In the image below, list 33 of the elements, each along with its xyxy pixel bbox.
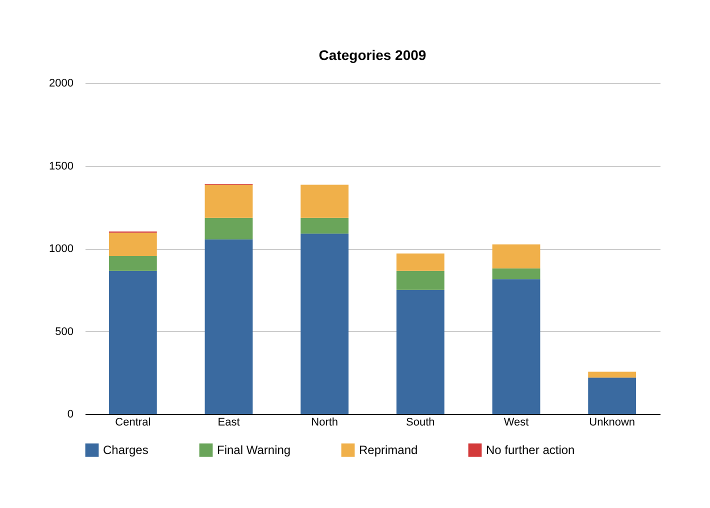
x-tick-label: West [504, 416, 529, 428]
legend-label: Charges [103, 443, 148, 458]
x-tick-label: South [406, 416, 435, 428]
bar [396, 270, 444, 290]
bar [204, 218, 253, 240]
bar [396, 253, 444, 271]
bar [492, 268, 540, 280]
bar [396, 290, 444, 414]
bar [204, 184, 253, 218]
bar [492, 279, 540, 414]
y-tick-label: 0 [67, 408, 74, 420]
bar [492, 244, 540, 268]
chart-title: Categories 2009 [318, 47, 426, 63]
x-tick-label: Unknown [589, 416, 636, 428]
bar [588, 378, 636, 414]
bar [108, 256, 157, 271]
y-tick-label: 500 [55, 326, 74, 338]
bar [588, 372, 636, 378]
legend-label: Reprimand [359, 443, 418, 458]
y-tick-label: 1500 [49, 160, 74, 172]
x-tick-label: North [311, 416, 338, 428]
bar [300, 184, 349, 218]
bar [108, 270, 157, 414]
y-tick-label: 1000 [49, 243, 74, 255]
bar [204, 239, 253, 414]
legend-label: Final Warning [217, 443, 291, 458]
bar [108, 232, 157, 256]
legend-label: No further action [486, 443, 575, 458]
x-tick-label: East [218, 416, 240, 428]
x-tick-label: Central [115, 416, 151, 428]
bar [300, 234, 349, 414]
y-tick-label: 2000 [49, 78, 74, 90]
bar [300, 218, 349, 234]
